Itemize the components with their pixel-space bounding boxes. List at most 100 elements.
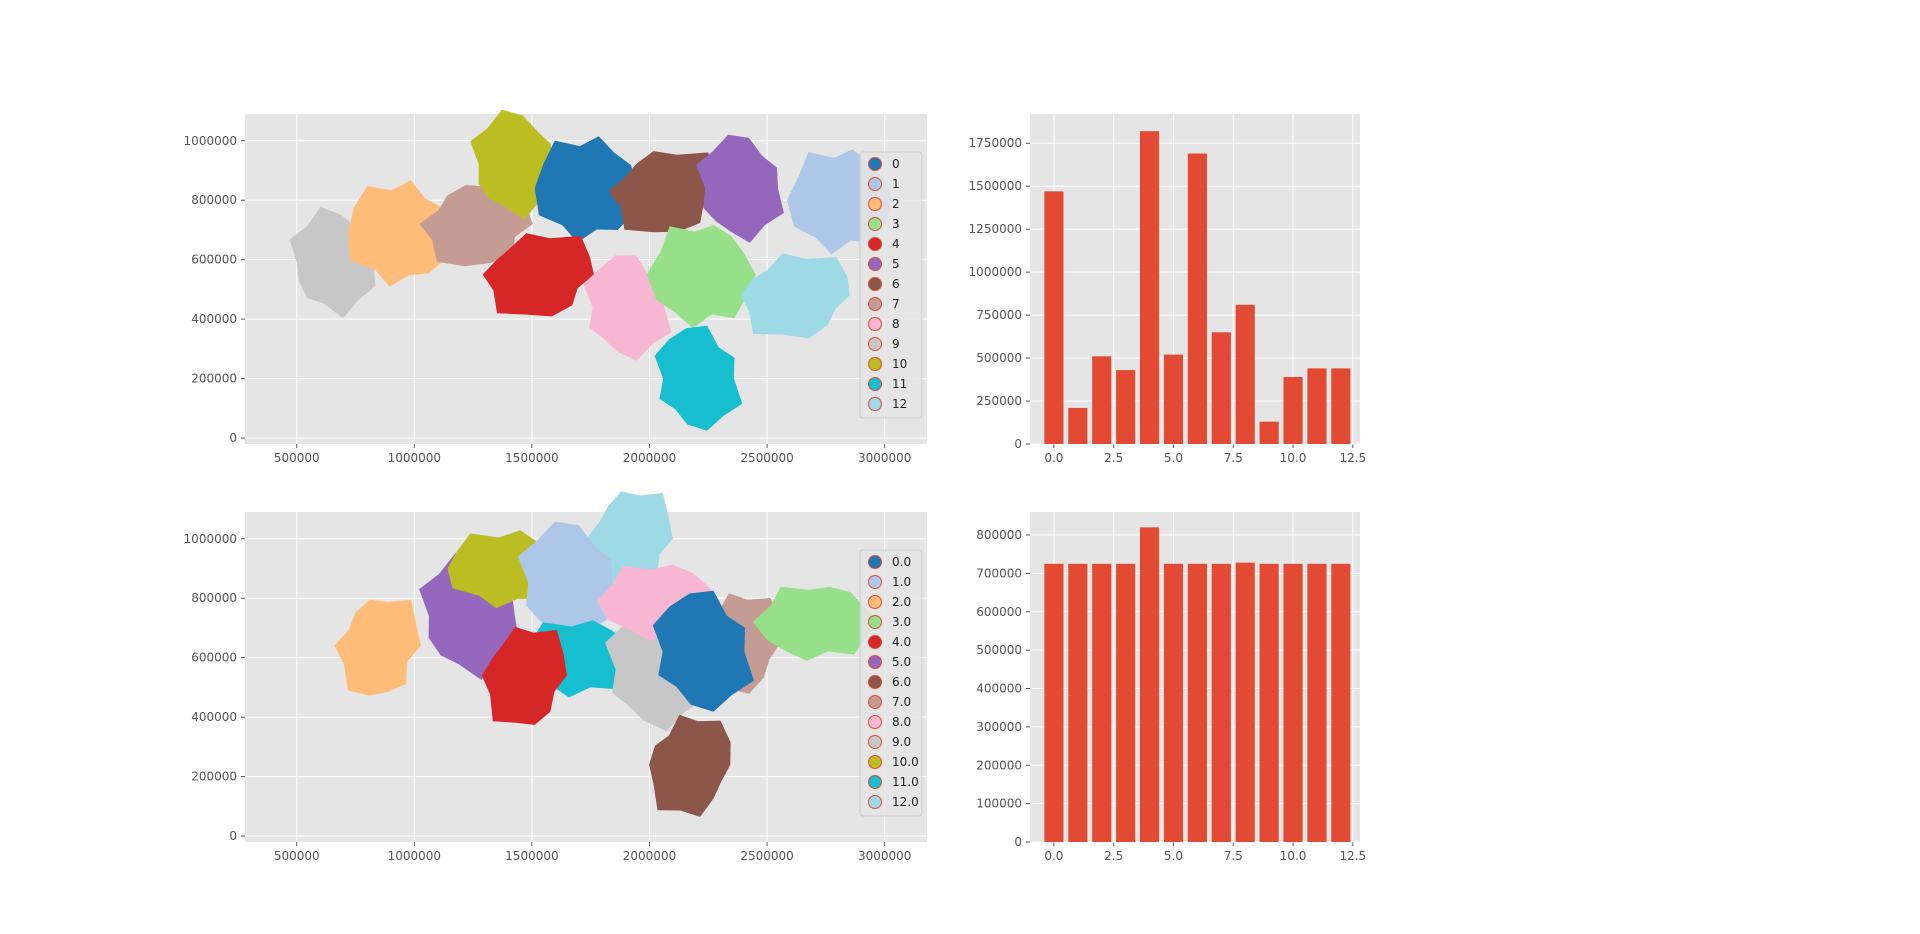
legend-marker <box>868 755 882 769</box>
legend-label: 0 <box>892 157 900 171</box>
y-tick-label: 600000 <box>191 253 237 267</box>
legend-label: 8 <box>892 317 900 331</box>
bar-1 <box>1068 563 1088 842</box>
bar-10 <box>1283 376 1303 444</box>
bar-5 <box>1163 354 1184 444</box>
y-tick-label: 1000000 <box>969 265 1022 279</box>
legend-label: 0.0 <box>892 555 911 569</box>
bar-5 <box>1163 563 1184 842</box>
bar-1 <box>1068 407 1088 444</box>
y-tick-label: 1000000 <box>184 532 237 546</box>
x-tick-label: 0.0 <box>1044 451 1063 465</box>
legend-label: 9 <box>892 337 900 351</box>
legend-marker <box>868 775 882 789</box>
legend-marker <box>868 735 882 749</box>
x-tick-label: 2500000 <box>740 451 793 465</box>
y-tick-label: 800000 <box>191 193 237 207</box>
cluster-region-4.0 <box>481 626 567 725</box>
cluster-region-8 <box>583 255 672 361</box>
cluster-region-3 <box>646 225 756 329</box>
y-tick-label: 200000 <box>191 770 237 784</box>
legend-label: 11.0 <box>892 775 919 789</box>
y-tick-label: 600000 <box>976 605 1022 619</box>
legend-label: 2.0 <box>892 595 911 609</box>
y-tick-label: 400000 <box>191 312 237 326</box>
legend-marker <box>868 575 882 589</box>
bar-10 <box>1283 563 1303 842</box>
x-tick-label: 12.5 <box>1339 849 1366 863</box>
x-tick-label: 10.0 <box>1280 451 1307 465</box>
bar-11 <box>1307 368 1327 444</box>
cluster-region-1.0 <box>517 521 620 647</box>
bar-9 <box>1259 421 1279 444</box>
cluster-region-12 <box>740 253 850 339</box>
x-tick-label: 2000000 <box>623 451 676 465</box>
legend-marker <box>868 257 882 271</box>
x-tick-label: 0.0 <box>1044 849 1063 863</box>
y-tick-label: 0 <box>229 829 237 843</box>
cluster-region-0 <box>534 136 638 243</box>
x-tick-label: 1000000 <box>388 849 441 863</box>
cluster-region-11 <box>654 325 743 431</box>
x-tick-label: 10.0 <box>1280 849 1307 863</box>
x-tick-label: 3000000 <box>858 451 911 465</box>
legend-label: 5 <box>892 257 900 271</box>
legend-marker <box>868 397 882 411</box>
legend-label: 7.0 <box>892 695 911 709</box>
x-tick-label: 7.5 <box>1224 849 1243 863</box>
bar-6 <box>1187 153 1207 444</box>
y-tick-label: 500000 <box>976 643 1022 657</box>
cluster-region-2.0 <box>334 599 421 696</box>
bar-0 <box>1044 191 1064 444</box>
legend-marker <box>868 795 882 809</box>
cluster-regions <box>334 491 880 817</box>
x-tick-label: 7.5 <box>1224 451 1243 465</box>
legend-label: 10.0 <box>892 755 919 769</box>
legend-label: 1.0 <box>892 575 911 589</box>
legend-marker <box>868 297 882 311</box>
bar-2 <box>1092 356 1112 444</box>
legend-marker <box>868 157 882 171</box>
legend-label: 3 <box>892 217 900 231</box>
legend-label: 7 <box>892 297 900 311</box>
y-tick-label: 700000 <box>976 566 1022 580</box>
bar-12 <box>1331 563 1351 842</box>
y-tick-label: 200000 <box>191 372 237 386</box>
legend-marker <box>868 655 882 669</box>
bar-3 <box>1116 370 1136 444</box>
bar-panel-top: 0.0 2.5 5.0 7.5 10.0 12.5 0 250000 500000 750000 1… <box>969 114 1366 465</box>
legend-marker <box>868 277 882 291</box>
map-panel-bottom: 500000 1000000 1500000 2000000 2500000 300000… <box>184 491 927 863</box>
y-tick-label: 1250000 <box>969 222 1022 236</box>
x-tick-label: 2.5 <box>1104 451 1123 465</box>
y-tick-label: 1000000 <box>184 134 237 148</box>
cluster-region-5 <box>696 134 784 243</box>
x-tick-label: 12.5 <box>1339 451 1366 465</box>
y-tick-label: 750000 <box>976 308 1022 322</box>
x-tick-label: 1500000 <box>505 849 558 863</box>
bar-3 <box>1116 563 1136 842</box>
y-tick-label: 600000 <box>191 651 237 665</box>
y-tick-label: 100000 <box>976 797 1022 811</box>
y-tick-label: 400000 <box>191 710 237 724</box>
x-tick-label: 1000000 <box>388 451 441 465</box>
legend-marker <box>868 615 882 629</box>
cluster-region-6.0 <box>649 714 731 817</box>
bar-8 <box>1235 562 1255 842</box>
bar-0 <box>1044 563 1064 842</box>
bar-4 <box>1140 527 1160 842</box>
legend-label: 12 <box>892 397 907 411</box>
cluster-regions <box>289 109 893 431</box>
x-tick-label: 3000000 <box>858 849 911 863</box>
legend-label: 9.0 <box>892 735 911 749</box>
legend-marker <box>868 635 882 649</box>
y-tick-label: 800000 <box>976 528 1022 542</box>
legend-marker <box>868 377 882 391</box>
legend-label: 8.0 <box>892 715 911 729</box>
legend-marker <box>868 555 882 569</box>
legend-marker <box>868 197 882 211</box>
x-tick-label: 500000 <box>274 451 320 465</box>
bar-12 <box>1331 368 1351 444</box>
x-tick-label: 500000 <box>274 849 320 863</box>
